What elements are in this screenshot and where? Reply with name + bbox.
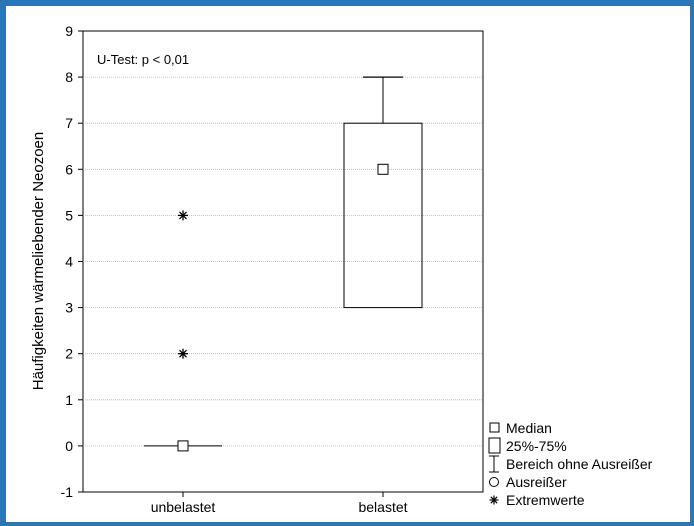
legend-label: 25%-75% bbox=[506, 438, 567, 454]
y-tick-label: 1 bbox=[65, 392, 73, 408]
legend: Median 25%-75% Bereich ohne Ausreißer Ausre… bbox=[488, 420, 653, 508]
iqr-box bbox=[343, 122, 423, 309]
x-tick-label: belastet bbox=[358, 499, 407, 515]
legend-item: Bereich ohne Ausreißer bbox=[489, 455, 653, 473]
median-marker bbox=[377, 163, 389, 175]
legend-label: Median bbox=[506, 420, 552, 436]
y-tick-label: 6 bbox=[65, 161, 73, 177]
legend-item: Median bbox=[489, 420, 552, 436]
legend-label: Extremwerte bbox=[506, 492, 585, 508]
y-tick-label: 2 bbox=[65, 346, 73, 362]
gridlines bbox=[83, 76, 483, 447]
legend-whisker-symbol bbox=[489, 455, 499, 473]
extreme-marker bbox=[178, 348, 188, 359]
y-tick-label: 5 bbox=[65, 207, 73, 223]
y-tick-label: 8 bbox=[65, 69, 73, 85]
legend-item: 25%-75% bbox=[488, 437, 567, 454]
legend-box-symbol bbox=[488, 437, 501, 454]
y-tick-label: 7 bbox=[65, 115, 73, 131]
legend-label: Bereich ohne Ausreißer bbox=[506, 456, 653, 472]
box-group bbox=[343, 76, 423, 309]
box-series bbox=[144, 76, 423, 452]
legend-median-symbol bbox=[489, 422, 500, 433]
extreme-marker bbox=[178, 210, 188, 221]
legend-label: Ausreißer bbox=[506, 474, 567, 490]
median-marker bbox=[177, 440, 189, 452]
legend-item: Extremwerte bbox=[489, 492, 585, 508]
x-tick-label: unbelastet bbox=[151, 499, 216, 515]
y-tick-label: 4 bbox=[65, 254, 73, 270]
box-group bbox=[144, 210, 222, 452]
y-axis-label: Häufigkeiten wärmeliebender Neozoen bbox=[30, 132, 47, 391]
y-tick-label: 9 bbox=[65, 23, 73, 39]
y-tick-label: -1 bbox=[61, 484, 74, 500]
legend-outlier-symbol bbox=[489, 477, 499, 487]
x-axis-ticks: unbelastet belastet bbox=[151, 492, 408, 515]
y-tick-label: 0 bbox=[65, 438, 73, 454]
legend-item: Ausreißer bbox=[489, 474, 567, 490]
y-tick-label: 3 bbox=[65, 300, 73, 316]
y-axis-ticks: -1 0 1 2 3 4 5 6 7 8 9 bbox=[61, 23, 83, 500]
legend-extreme-symbol bbox=[489, 495, 499, 505]
annotation-u-test: U-Test: p < 0,01 bbox=[97, 52, 189, 67]
